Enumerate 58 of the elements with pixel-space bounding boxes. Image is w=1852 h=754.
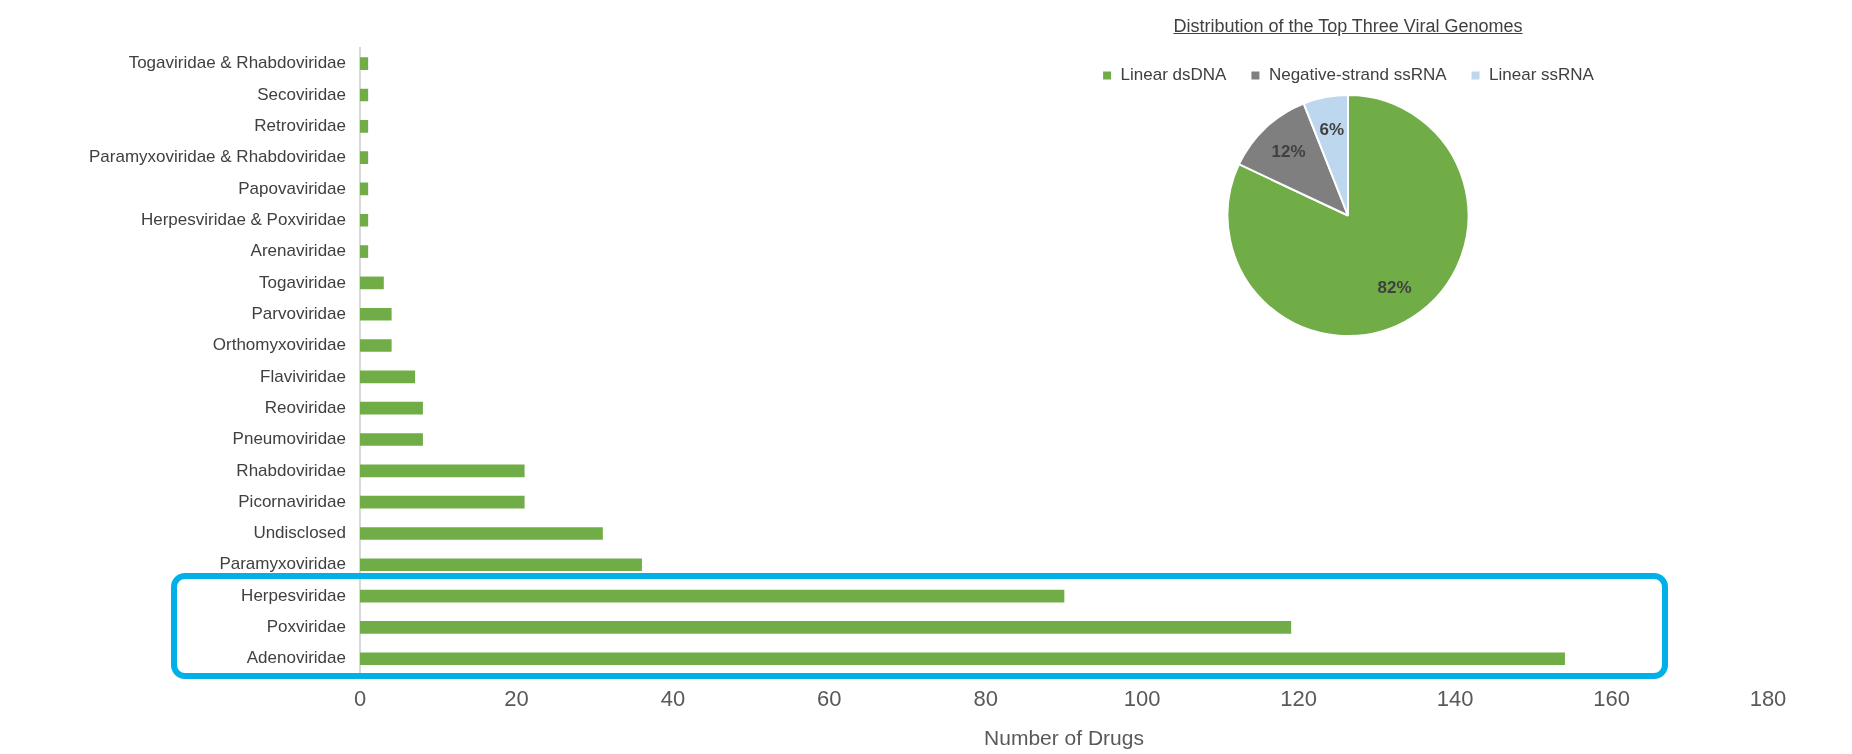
y-tick-label: Parvoviridae — [251, 303, 346, 323]
y-tick-label: Paramyxoviridae & Rhabdoviridae — [88, 147, 346, 167]
data-label: 82% — [1377, 278, 1412, 298]
chart-title: Distribution of the Top Three Viral Genomes — [1172, 16, 1524, 37]
x-tick-label: 120 — [1280, 685, 1318, 711]
legend-label: Linear ssRNA — [1489, 65, 1595, 85]
y-tick-label: Arenaviridae — [250, 241, 346, 261]
bar — [360, 88, 369, 102]
y-tick-label: Orthomyxoviridae — [212, 335, 346, 355]
y-tick-label: Paramyxoviridae — [219, 554, 346, 574]
y-tick-label: Papovaviridae — [238, 178, 346, 198]
bar — [360, 652, 1565, 666]
data-label: 6% — [1319, 119, 1345, 139]
x-tick-label: 20 — [504, 685, 529, 711]
legend-label: Negative-strand ssRNA — [1268, 65, 1448, 85]
bar — [360, 464, 525, 478]
x-tick-label: 140 — [1436, 685, 1474, 711]
y-tick-label: Poxviridae — [266, 617, 346, 637]
bar — [360, 370, 416, 384]
y-tick-label: Togaviridae — [259, 272, 346, 292]
bar — [360, 151, 369, 164]
bar — [360, 182, 369, 196]
x-tick-label: 80 — [973, 685, 999, 711]
x-tick-label: 60 — [817, 685, 842, 711]
bar — [360, 589, 1065, 603]
legend-label: Linear dsDNA — [1120, 65, 1228, 85]
y-tick-label: Secoviridae — [257, 84, 346, 104]
bar — [360, 119, 369, 133]
x-tick-label: 40 — [660, 685, 686, 711]
y-tick-label: Flaviviridae — [260, 366, 346, 386]
bar — [360, 57, 369, 70]
bar — [360, 495, 525, 509]
y-tick-label: Herpesviridae & Poxviridae — [140, 209, 346, 229]
y-tick-label: Rhabdoviridae — [236, 460, 346, 480]
y-tick-label: Togaviridae & Rhabdoviridae — [128, 53, 346, 73]
x-tick-label: 180 — [1749, 685, 1787, 711]
y-tick-label: Undisclosed — [253, 523, 346, 543]
y-tick-label: Adenoviridae — [246, 648, 346, 668]
y-tick-label: Picornaviridae — [238, 491, 346, 511]
bar — [360, 307, 392, 321]
bar — [360, 401, 423, 415]
bar — [360, 433, 423, 446]
bar — [360, 558, 642, 572]
y-tick-label: Pneumoviridae — [232, 429, 346, 449]
x-tick-label: 0 — [353, 685, 367, 711]
y-tick-label: Reoviridae — [264, 397, 346, 417]
y-tick-label: Herpesviridae — [241, 585, 346, 605]
bar — [360, 621, 1292, 634]
x-tick-label: 160 — [1593, 685, 1630, 711]
data-label: 12% — [1271, 141, 1306, 161]
bar — [360, 245, 369, 258]
bar — [360, 276, 384, 290]
x-tick-label: 100 — [1123, 685, 1161, 711]
bar — [360, 527, 603, 540]
bar — [360, 339, 392, 352]
bar — [360, 213, 369, 227]
y-tick-label: Retroviridae — [254, 115, 346, 135]
x-axis-title: Number of Drugs — [984, 726, 1144, 750]
